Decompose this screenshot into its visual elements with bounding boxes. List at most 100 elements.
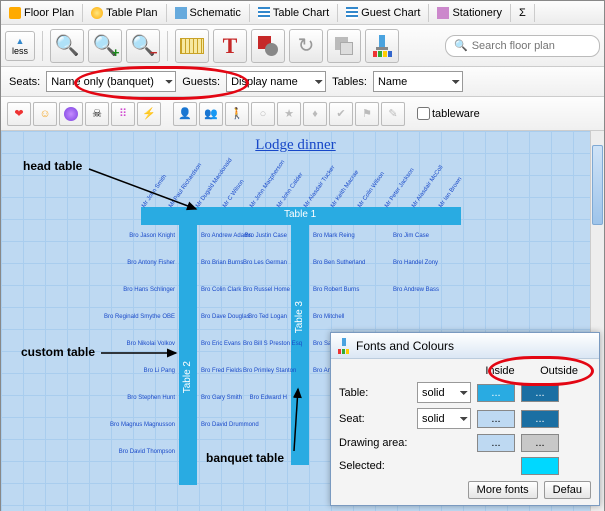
selected-swatch[interactable] <box>521 457 559 475</box>
row-table-label: Table: <box>339 387 417 399</box>
zoom-out-button[interactable]: 🔍− <box>126 29 160 63</box>
dots-icon: ⠿ <box>119 107 127 120</box>
tab-label: Guest Chart <box>361 7 420 19</box>
row-drawing-label: Drawing area: <box>339 437 417 449</box>
ruler-button[interactable] <box>175 29 209 63</box>
layer-icon <box>335 37 353 55</box>
shape-button[interactable] <box>251 29 285 63</box>
dialog-title: Fonts and Colours <box>356 339 454 353</box>
guests-label: Guests: <box>182 76 220 88</box>
seats-select[interactable]: Name only (banquet) <box>46 71 176 92</box>
paint-button[interactable] <box>365 29 399 63</box>
tab-stationery[interactable]: Stationery <box>429 4 511 22</box>
note-icon: ✎ <box>388 107 397 120</box>
tables-label: Tables: <box>332 76 367 88</box>
person-icon: 👤 <box>178 107 192 120</box>
magnifier-plus-icon: 🔍+ <box>93 33 118 58</box>
grey1[interactable]: 👤 <box>173 102 197 126</box>
bolt-icon: ⚡ <box>142 107 156 120</box>
scroll-thumb[interactable] <box>592 145 603 225</box>
tab-table-plan[interactable]: Table Plan <box>83 4 166 22</box>
child-icon: 🚶 <box>230 107 244 120</box>
medal-icon: ♦ <box>312 108 318 120</box>
ann-head: head table <box>23 159 82 173</box>
grey7[interactable]: ✔ <box>329 102 353 126</box>
tab-table-chart[interactable]: Table Chart <box>250 4 338 22</box>
table-1-label: Table 1 <box>284 209 316 220</box>
table-inside-swatch[interactable]: ... <box>477 384 515 402</box>
skull-stamp[interactable]: ☠ <box>85 102 109 126</box>
flag-icon: ⚑ <box>362 107 372 120</box>
grey9[interactable]: ✎ <box>381 102 405 126</box>
grey2[interactable]: 👥 <box>199 102 223 126</box>
grey3[interactable]: 🚶 <box>225 102 249 126</box>
bolt-stamp[interactable]: ⚡ <box>137 102 161 126</box>
tables-select[interactable]: Name <box>373 71 463 92</box>
skull-icon: ☠ <box>92 107 102 120</box>
dots-stamp[interactable]: ⠿ <box>111 102 135 126</box>
circle-icon <box>64 107 78 121</box>
star-icon: ★ <box>284 107 294 120</box>
row-selected-label: Selected: <box>339 460 417 472</box>
text-icon: T <box>223 33 238 59</box>
smile-stamp[interactable]: ☺ <box>33 102 57 126</box>
table-2-label: Table 2 <box>182 361 193 393</box>
table-2[interactable] <box>179 225 197 485</box>
zoom-fit-button[interactable]: 🔍 <box>50 29 84 63</box>
heart-stamp[interactable]: ❤ <box>7 102 31 126</box>
dialog-titlebar[interactable]: Fonts and Colours <box>331 333 599 359</box>
heart-icon: ❤ <box>14 107 23 120</box>
grey4[interactable]: ○ <box>251 102 275 126</box>
grey5[interactable]: ★ <box>277 102 301 126</box>
grey8[interactable]: ⚑ <box>355 102 379 126</box>
rotate-icon: ↻ <box>298 33 315 58</box>
magnifier-icon: 🔍 <box>55 33 80 58</box>
table-3-label: Table 3 <box>294 301 305 333</box>
seats-label: Seats: <box>9 76 40 88</box>
tab-sigma[interactable]: Σ <box>511 4 535 22</box>
tableware-checkbox[interactable] <box>417 107 430 120</box>
tab-bar: Floor Plan Table Plan Schematic Table Ch… <box>1 1 604 25</box>
search-icon: 🔍 <box>454 39 468 52</box>
seat-fill-select[interactable]: solid <box>417 408 471 429</box>
smile-icon: ☺ <box>39 108 50 120</box>
brush-icon <box>372 35 392 57</box>
ann-custom: custom table <box>21 345 95 359</box>
circle-stamp[interactable] <box>59 102 83 126</box>
table-fill-select[interactable]: solid <box>417 382 471 403</box>
table-outside-swatch[interactable]: ... <box>521 384 559 402</box>
tab-floor-plan[interactable]: Floor Plan <box>1 4 83 22</box>
tab-schematic[interactable]: Schematic <box>167 4 250 22</box>
seat-outside-swatch[interactable]: ... <box>521 410 559 428</box>
drawing-outside-swatch[interactable]: ... <box>521 434 559 452</box>
toolbar: ▲less 🔍 🔍+ 🔍− T ↻ 🔍 <box>1 25 604 67</box>
less-button[interactable]: ▲less <box>5 31 35 61</box>
tab-guest-chart[interactable]: Guest Chart <box>338 4 429 22</box>
text-button[interactable]: T <box>213 29 247 63</box>
controls-row: Seats: Name only (banquet) Guests: Displ… <box>1 67 604 97</box>
less-label: less <box>12 46 28 56</box>
grey6[interactable]: ♦ <box>303 102 327 126</box>
ruler-icon <box>180 38 204 54</box>
rotate-button[interactable]: ↻ <box>289 29 323 63</box>
magnifier-minus-icon: 🔍− <box>131 33 156 58</box>
more-fonts-button[interactable]: More fonts <box>468 481 538 499</box>
guests-select[interactable]: Display name <box>226 71 326 92</box>
check-icon: ✔ <box>336 107 345 120</box>
search-box[interactable]: 🔍 <box>445 35 600 57</box>
dialog-body: InsideOutside Table: solid ... ... Seat:… <box>331 359 599 505</box>
search-input[interactable] <box>472 40 592 52</box>
drawing-inside-swatch[interactable]: ... <box>477 434 515 452</box>
fonts-colours-dialog[interactable]: Fonts and Colours InsideOutside Table: s… <box>330 332 600 506</box>
tab-label: Schematic <box>190 7 241 19</box>
palette-row: ❤ ☺ ☠ ⠿ ⚡ 👤 👥 🚶 ○ ★ ♦ ✔ ⚑ ✎ tableware <box>1 97 604 131</box>
tab-label: Table Plan <box>106 7 157 19</box>
tab-label: Table Chart <box>273 7 329 19</box>
zoom-in-button[interactable]: 🔍+ <box>88 29 122 63</box>
layer-button[interactable] <box>327 29 361 63</box>
default-button[interactable]: Defau <box>544 481 591 499</box>
seat-inside-swatch[interactable]: ... <box>477 410 515 428</box>
baby-icon: ○ <box>260 108 267 120</box>
people-icon: 👥 <box>204 107 218 120</box>
plan-title: Lodge dinner <box>1 131 590 154</box>
